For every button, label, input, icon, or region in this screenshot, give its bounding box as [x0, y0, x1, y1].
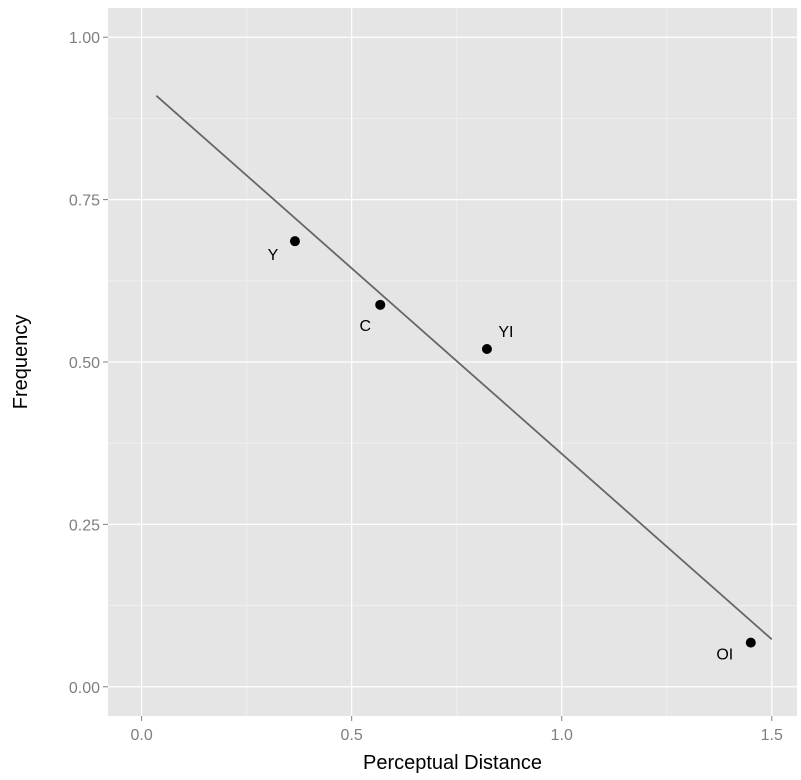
data-point-label: Y — [268, 247, 279, 264]
data-points — [289, 236, 756, 648]
fit-line — [155, 95, 773, 641]
y-tick-label: 0.75 — [69, 193, 100, 210]
fit-line-group — [155, 95, 773, 641]
major-gridlines — [108, 8, 797, 716]
data-point-labels: Y C YI OI — [268, 247, 734, 663]
x-tick-label: 1.5 — [761, 727, 783, 744]
data-point — [289, 236, 300, 247]
data-point — [375, 299, 386, 310]
data-point-label: OI — [716, 647, 733, 664]
y-axis-title: Frequency — [10, 315, 32, 410]
x-axis-ticks: 0.0 0.5 1.0 1.5 — [130, 716, 783, 744]
data-point — [745, 637, 756, 648]
data-point — [481, 344, 492, 355]
y-tick-label: 0.25 — [69, 517, 100, 534]
x-axis-title: Perceptual Distance — [363, 752, 542, 774]
y-tick-label: 0.00 — [69, 680, 100, 697]
y-tick-label: 1.00 — [69, 30, 100, 47]
y-tick-label: 0.50 — [69, 355, 100, 372]
x-tick-label: 0.5 — [341, 727, 363, 744]
data-point-label: YI — [498, 324, 513, 341]
x-tick-label: 1.0 — [551, 727, 573, 744]
data-point-label: C — [359, 318, 371, 335]
y-axis-ticks: 0.00 0.25 0.50 0.75 1.00 — [69, 30, 108, 697]
x-tick-label: 0.0 — [130, 727, 152, 744]
